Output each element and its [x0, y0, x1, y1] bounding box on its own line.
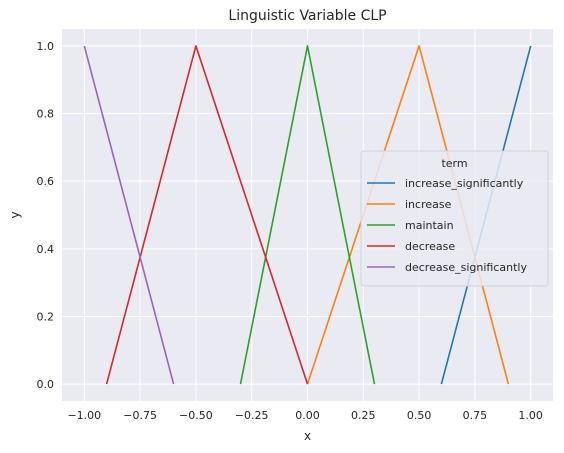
- x-tick-label: −0.75: [123, 409, 157, 422]
- y-tick-label: 0.0: [37, 378, 55, 391]
- x-tick-label: 0.75: [463, 409, 488, 422]
- x-axis-ticks: −1.00 −0.75 −0.50 −0.25 0.00 0.25 0.50 0.75 1.00: [67, 409, 542, 422]
- series-lines: [83, 45, 532, 385]
- y-tick-label: 0.4: [37, 243, 55, 256]
- x-tick-label: 0.25: [351, 409, 376, 422]
- y-axis-label: y: [8, 211, 22, 218]
- x-tick-label: −1.00: [67, 409, 101, 422]
- y-tick-label: 0.8: [37, 108, 55, 121]
- y-axis-ticks: 0.0 0.2 0.4 0.6 0.8 1.0: [37, 40, 55, 391]
- x-tick-label: 0.50: [407, 409, 432, 422]
- chart-title: Linguistic Variable CLP: [228, 8, 386, 24]
- y-tick-label: 0.2: [37, 310, 55, 323]
- legend: term increase_significantly increase mainta…: [360, 150, 549, 287]
- series-line-maintain: [239, 45, 376, 385]
- x-tick-label: −0.25: [235, 409, 269, 422]
- legend-box: [360, 150, 549, 287]
- legend-entry: increase_significantly: [405, 177, 524, 190]
- series-line-decrease: [105, 45, 309, 385]
- x-tick-label: 1.00: [518, 409, 543, 422]
- x-axis-label: x: [304, 429, 311, 443]
- series-line-decrease-significantly: [83, 45, 175, 385]
- legend-entry: increase: [405, 198, 452, 211]
- y-tick-label: 0.6: [37, 175, 55, 188]
- legend-title: term: [441, 157, 467, 170]
- x-tick-label: −0.50: [179, 409, 213, 422]
- legend-entry: maintain: [405, 219, 454, 232]
- x-tick-label: 0.00: [295, 409, 320, 422]
- legend-entry: decrease: [405, 240, 455, 253]
- legend-entry: decrease_significantly: [405, 261, 527, 274]
- y-tick-label: 1.0: [37, 40, 55, 53]
